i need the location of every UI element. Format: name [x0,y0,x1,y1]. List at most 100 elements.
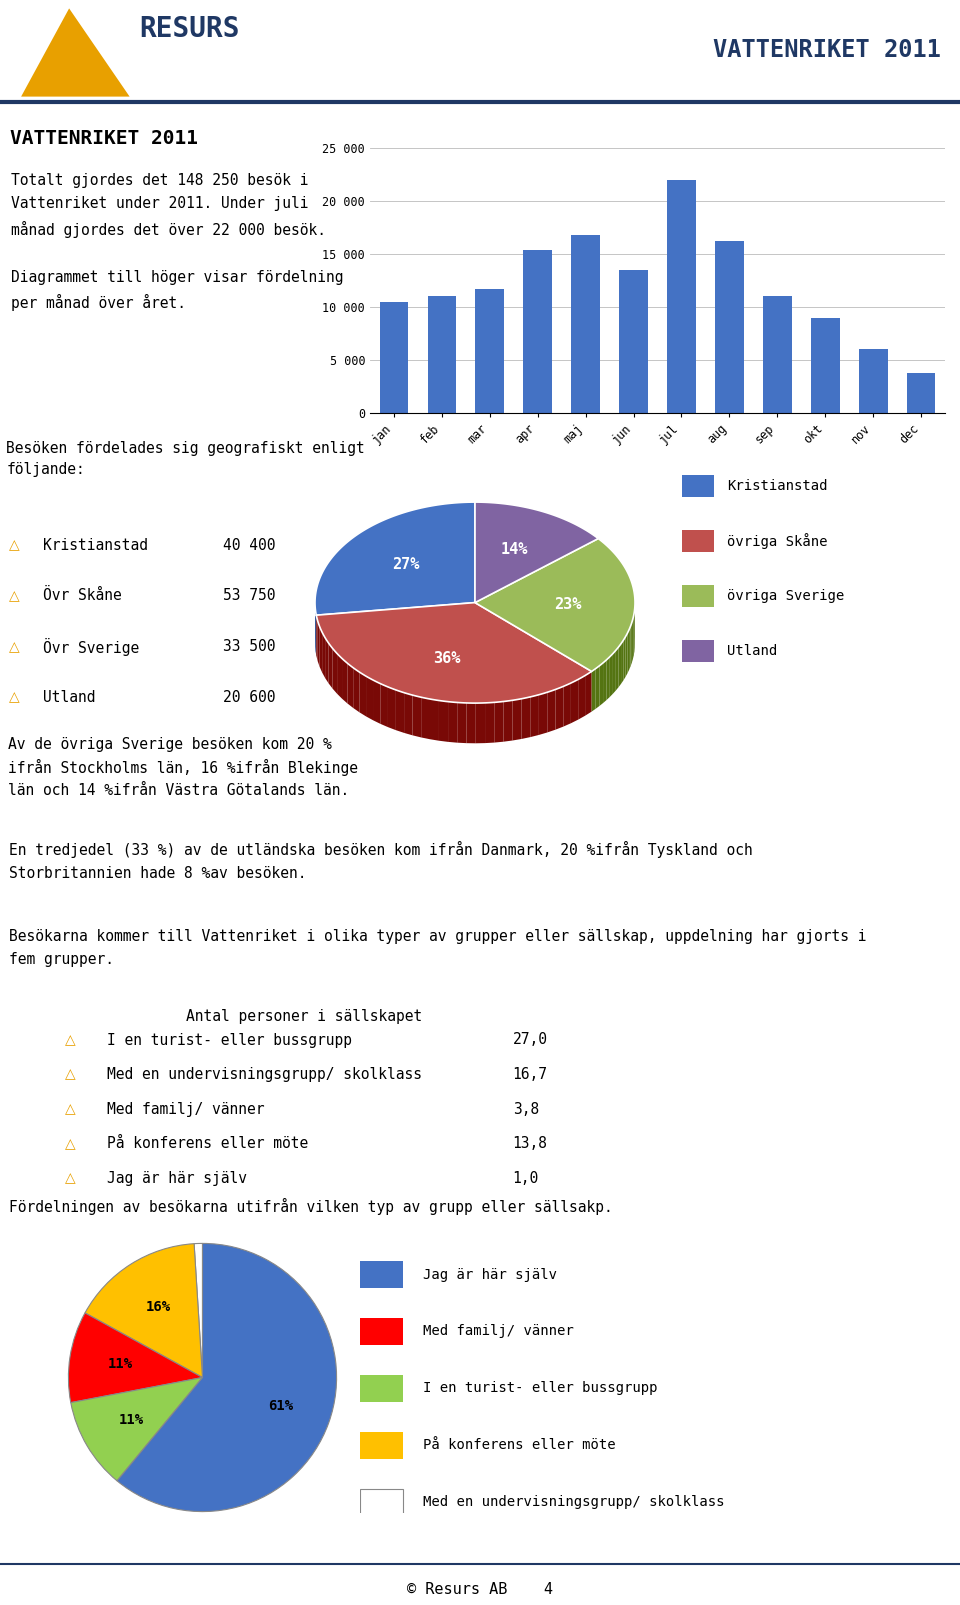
Text: I en turist- eller bussgrupp: I en turist- eller bussgrupp [423,1382,658,1395]
Polygon shape [585,671,591,716]
Polygon shape [448,701,457,743]
Bar [360,1375,403,1401]
Text: På konferens eller möte: På konferens eller möte [107,1136,308,1151]
Text: 53 750: 53 750 [223,589,276,603]
Polygon shape [603,660,607,703]
Polygon shape [571,679,578,724]
Text: Av de övriga Sverige besöken kom 20 %
ifrån Stockholms län, 16 %ifrån Blekinge
l: Av de övriga Sverige besöken kom 20 % if… [9,737,358,798]
Polygon shape [607,656,610,700]
Polygon shape [476,703,485,743]
Bar [682,530,714,552]
Polygon shape [615,647,618,690]
Text: 1,0: 1,0 [513,1172,539,1186]
Text: 3,8: 3,8 [513,1101,539,1117]
Bar [427,297,456,412]
Text: 14%: 14% [501,542,528,557]
Text: VATTENRIKET 2011: VATTENRIKET 2011 [712,39,941,63]
Polygon shape [628,629,629,674]
Text: 11%: 11% [108,1358,132,1372]
Bar [360,1318,403,1345]
Polygon shape [599,663,603,706]
Polygon shape [629,626,631,669]
Text: Utland: Utland [43,690,96,705]
Text: Kristianstad: Kristianstad [43,538,149,552]
Text: △: △ [10,589,20,603]
Bar [379,302,408,412]
Text: Jag är här själv: Jag är här själv [107,1172,247,1186]
Polygon shape [332,648,337,693]
Text: Övr Sverige: Övr Sverige [43,637,139,656]
Polygon shape [430,700,439,742]
Text: Besökarna kommer till Vattenriket i olika typer av grupper eller sällskap, uppde: Besökarna kommer till Vattenriket i olik… [10,929,867,966]
Text: △: △ [65,1103,76,1115]
Text: 36%: 36% [433,650,460,666]
Text: 13,8: 13,8 [513,1136,547,1151]
Bar [715,241,744,412]
Polygon shape [610,653,612,697]
Polygon shape [503,700,513,742]
Text: △: △ [65,1067,76,1082]
Polygon shape [631,623,632,666]
Bar [619,270,648,412]
Polygon shape [380,684,388,727]
Polygon shape [612,650,615,693]
Text: 23%: 23% [554,597,582,612]
Text: 11%: 11% [118,1412,143,1427]
Polygon shape [547,690,556,732]
Polygon shape [342,658,348,703]
Polygon shape [373,681,380,724]
Polygon shape [632,618,633,663]
Wedge shape [71,1377,203,1481]
Polygon shape [359,672,366,716]
Bar [682,586,714,607]
Text: 16,7: 16,7 [513,1067,547,1082]
Text: Övr Skåne: Övr Skåne [43,589,122,603]
Polygon shape [513,698,521,740]
Text: övriga Skåne: övriga Skåne [727,533,828,549]
Polygon shape [318,621,320,666]
Text: En tredjedel (33 %) av de utländska besöken kom ifrån Danmark, 20 %ifrån Tysklan: En tredjedel (33 %) av de utländska besö… [10,841,754,881]
Text: Utland: Utland [727,644,778,658]
Text: VATTENRIKET 2011: VATTENRIKET 2011 [10,130,198,149]
Wedge shape [68,1313,203,1403]
Bar [360,1262,403,1287]
Polygon shape [521,697,530,738]
Text: Fördelningen av besökarna utifrån vilken typ av grupp eller sällsakp.: Fördelningen av besökarna utifrån vilken… [10,1199,613,1215]
Polygon shape [475,502,598,602]
Bar [667,180,696,412]
Polygon shape [467,703,476,743]
Polygon shape [325,637,328,684]
Polygon shape [388,687,396,730]
Polygon shape [439,700,448,742]
Bar [360,1432,403,1459]
Text: 33 500: 33 500 [223,639,276,655]
Polygon shape [328,644,332,689]
Text: Med familj/ vänner: Med familj/ vänner [107,1101,265,1117]
Text: © Resurs AB    4: © Resurs AB 4 [407,1581,553,1597]
Text: Med en undervisningsgrupp/ skolklass: Med en undervisningsgrupp/ skolklass [107,1067,422,1082]
Polygon shape [413,695,421,737]
Polygon shape [366,676,373,721]
Polygon shape [595,666,599,709]
Text: I en turist- eller bussgrupp: I en turist- eller bussgrupp [107,1032,352,1048]
Text: △: △ [10,690,20,705]
Text: 40 400: 40 400 [223,538,276,552]
Text: Jag är här själv: Jag är här själv [423,1268,557,1281]
Polygon shape [485,703,494,743]
Polygon shape [475,539,635,671]
Text: Totalt gjordes det 148 250 besök i
Vattenriket under 2011. Under juli
månad gjor: Totalt gjordes det 148 250 besök i Vatte… [12,173,344,311]
Wedge shape [85,1244,203,1377]
Text: △: △ [65,1172,76,1186]
Polygon shape [626,634,628,677]
Polygon shape [556,687,564,730]
Text: Kristianstad: Kristianstad [727,480,828,493]
Polygon shape [316,615,318,661]
Polygon shape [315,502,475,615]
Text: 27,0: 27,0 [513,1032,547,1048]
Polygon shape [396,690,404,733]
Polygon shape [457,703,467,743]
Polygon shape [530,695,539,737]
Bar [571,234,600,412]
Polygon shape [623,637,626,681]
Text: △: △ [65,1136,76,1151]
